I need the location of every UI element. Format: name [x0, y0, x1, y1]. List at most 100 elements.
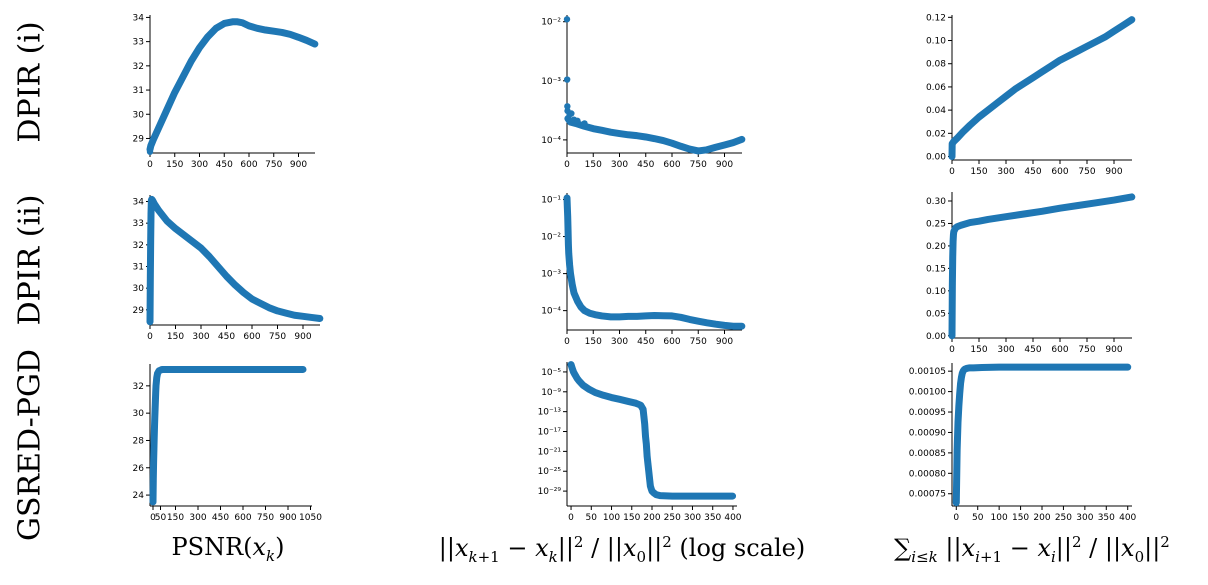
- column-label-cumulative: ∑i≤k ||xi+1 − xi||2 / ||x0||2: [894, 533, 1170, 566]
- x-tick-label: 0: [953, 513, 959, 523]
- x-tick-label: 150: [970, 167, 987, 177]
- x-tick-label: 600: [243, 332, 260, 342]
- data-point: [948, 332, 956, 339]
- x-tick-label: 50: [972, 513, 984, 523]
- data-point: [151, 414, 158, 421]
- data-point: [148, 197, 155, 204]
- x-tick-label: 150: [166, 160, 183, 170]
- data-point: [957, 380, 964, 387]
- x-tick-label: 300: [191, 160, 208, 170]
- x-tick-label: 0: [147, 332, 153, 342]
- series-line-thick: [564, 115, 746, 155]
- x-tick-label: 750: [269, 332, 286, 342]
- x-tick-label: 600: [240, 160, 257, 170]
- x-tick-label: 600: [1051, 345, 1068, 355]
- chart-panel-gsred-cum: 0 50 100 150 200 250 300 350 400 0.00075 0.00080 0.…: [909, 363, 1137, 523]
- row-label-dpir-i: DPIR (i): [12, 21, 48, 143]
- data-point: [643, 453, 651, 460]
- data-point: [640, 413, 648, 420]
- chart-panel-gsred-psnr: 050 150 300 450 600 750 900 1050 24 26 28 30 32: [133, 364, 322, 523]
- data-point: [564, 213, 571, 220]
- data-point: [567, 270, 574, 277]
- x-tick-label: 250: [664, 513, 681, 523]
- column-label-psnr: PSNR(xk): [171, 533, 285, 565]
- x-tick-label: 50: [586, 513, 598, 523]
- y-tick-label: 0.00090: [909, 428, 946, 438]
- row-label-gsred-pgd: GSRED-PGD: [12, 349, 48, 541]
- y-tick-label: 0.15: [926, 264, 946, 274]
- y-tick-label: 28: [133, 436, 145, 446]
- chart-panel-gsred-diff: 0 50 100 150 200 250 300 350 400 10⁻²⁹ 10⁻²⁵ 10⁻²¹ 1…: [538, 361, 742, 523]
- y-tick-label: 29: [133, 306, 145, 316]
- series-line: [955, 366, 1128, 503]
- y-tick-label: 26: [133, 464, 145, 474]
- x-tick-label: 450: [218, 332, 235, 342]
- series-line: [951, 19, 1133, 157]
- data-point: [147, 210, 155, 217]
- y-tick-label: 30: [133, 110, 145, 120]
- data-point: [152, 382, 160, 390]
- data-point: [644, 460, 652, 468]
- x-tick-label: 0: [150, 513, 156, 523]
- series-line-thick: [149, 365, 307, 506]
- data-point: [574, 117, 581, 125]
- x-tick-label: 50: [155, 513, 167, 523]
- x-tick-label: 350: [704, 513, 721, 523]
- row-label-dpir-ii: DPIR (ii): [12, 194, 48, 326]
- data-point: [563, 16, 571, 23]
- series-line-thick: [948, 16, 1136, 161]
- x-tick-label: 250: [1055, 513, 1072, 523]
- y-tick-label: 10⁻³: [541, 270, 561, 280]
- x-tick-label: 350: [1098, 513, 1115, 523]
- y-tick-label: 0.00100: [909, 388, 946, 398]
- y-tick-label: 33: [133, 38, 144, 48]
- x-tick-label: 600: [1051, 167, 1068, 177]
- y-tick-label: 31: [133, 86, 144, 96]
- x-tick-label: 900: [279, 513, 296, 523]
- x-tick-label: 900: [1105, 345, 1122, 355]
- series-line-thick: [948, 193, 1136, 340]
- data-point: [958, 374, 965, 381]
- data-point: [646, 475, 653, 483]
- data-point: [563, 76, 571, 83]
- data-point: [147, 237, 154, 244]
- data-point: [643, 440, 650, 448]
- x-tick-label: 150: [623, 513, 640, 523]
- data-point: [149, 498, 157, 506]
- x-tick-label: 750: [690, 160, 707, 170]
- data-point: [949, 253, 956, 261]
- data-point: [152, 397, 159, 405]
- x-tick-label: 300: [192, 332, 209, 342]
- x-tick-label: 300: [684, 513, 701, 523]
- x-tick-label: 1050: [299, 513, 322, 523]
- x-tick-label: 300: [997, 167, 1014, 177]
- y-tick-label: 0.00: [926, 153, 946, 163]
- x-tick-label: 600: [663, 160, 680, 170]
- data-point: [150, 475, 157, 482]
- chart-panel-dpir-ii-psnr: 0 150 300 450 600 750 900 29 30 31 32 33 34: [133, 195, 324, 342]
- x-tick-label: 750: [1078, 345, 1095, 355]
- x-tick-label: 150: [1012, 513, 1029, 523]
- x-tick-label: 0: [564, 337, 570, 347]
- x-tick-label: 300: [611, 337, 628, 347]
- y-tick-label: 10⁻⁴: [541, 307, 561, 317]
- data-point: [954, 419, 962, 426]
- data-point: [949, 280, 956, 288]
- x-tick-label: 450: [1024, 167, 1041, 177]
- series-line: [152, 368, 303, 502]
- y-tick-label: 31: [133, 263, 144, 273]
- data-point: [568, 110, 575, 117]
- x-tick-label: 0: [564, 160, 570, 170]
- chart-panel-dpir-i-psnr: 0 150 300 450 600 750 900 29 30 31 32 33 34: [133, 13, 319, 170]
- x-tick-label: 0: [949, 345, 955, 355]
- x-tick-label: 150: [585, 337, 602, 347]
- data-point: [151, 434, 158, 441]
- series-line-thick: [567, 361, 737, 500]
- data-point: [564, 226, 572, 234]
- data-point: [566, 261, 573, 269]
- y-tick-label: 10⁻¹⁷: [538, 428, 562, 438]
- data-point: [565, 250, 572, 257]
- y-tick-label: 10⁻⁹: [541, 388, 561, 398]
- y-tick-label: 0.25: [926, 219, 946, 229]
- y-tick-label: 33: [133, 219, 144, 229]
